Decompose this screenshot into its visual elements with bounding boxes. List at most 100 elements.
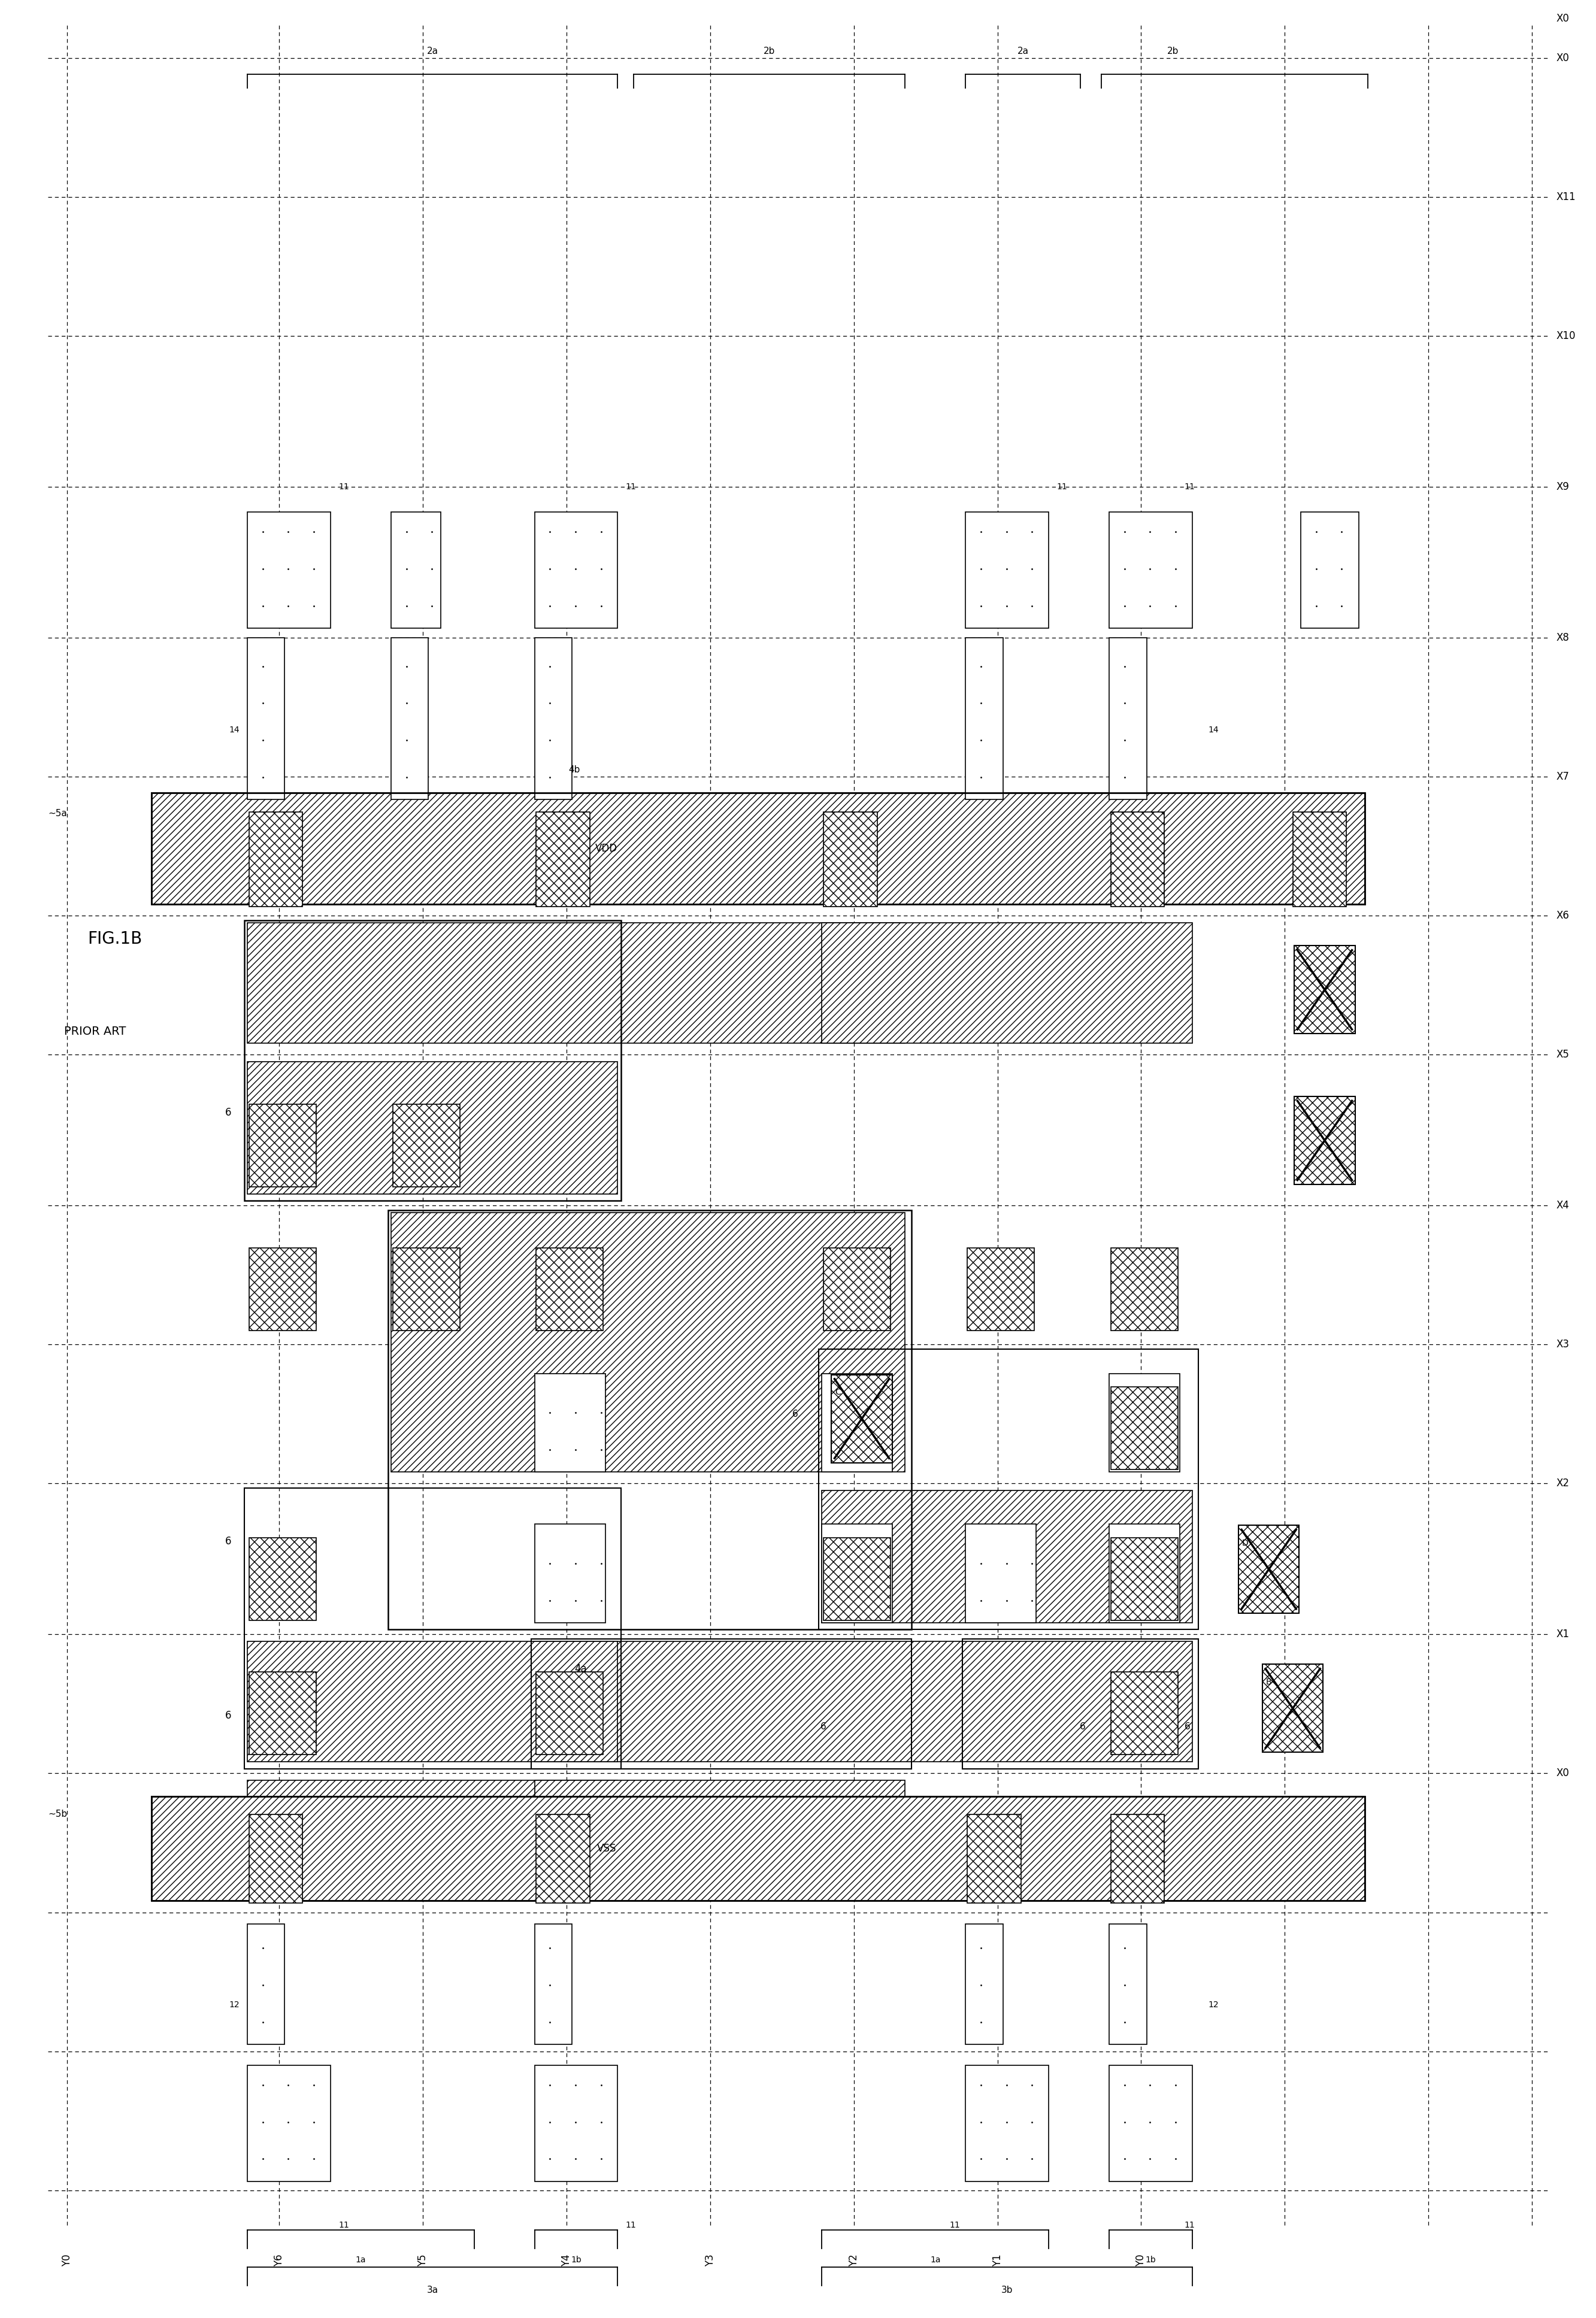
Bar [535,637,571,800]
Bar [832,1375,892,1463]
Bar [535,1924,571,2044]
Bar [962,1639,1199,1769]
Bar [535,1372,605,1472]
Text: 4b: 4b [568,765,581,774]
Bar [535,1525,605,1623]
Bar [1109,2065,1192,2181]
Bar [247,1780,618,1803]
Text: X1: X1 [1556,1630,1569,1639]
Bar [393,1247,460,1331]
Text: 14: 14 [228,726,239,735]
Bar [1109,1372,1179,1472]
Bar [536,811,591,906]
Bar [249,1815,303,1903]
Bar [822,1372,892,1472]
Text: 11: 11 [1057,482,1068,491]
Bar [249,1537,316,1620]
Bar [247,1924,284,2044]
Bar [249,1671,316,1755]
Bar [967,1247,1034,1331]
Bar [1111,1671,1178,1755]
Bar [967,1815,1021,1903]
Text: 4a: 4a [575,1664,587,1674]
Text: 12: 12 [228,2000,239,2010]
Bar [822,1525,892,1623]
Bar [391,637,428,800]
Text: 6: 6 [225,1108,231,1117]
Bar [1293,811,1347,906]
Text: Y4: Y4 [562,2253,571,2267]
Text: X8: X8 [1556,633,1569,642]
Bar [535,1780,905,1803]
Text: Y6: Y6 [275,2253,284,2267]
Text: X7: X7 [1556,772,1569,781]
Text: 3b: 3b [1001,2286,1013,2295]
Text: 2b: 2b [763,46,776,56]
Text: X11: X11 [1556,192,1575,202]
Bar [536,1671,603,1755]
Bar [247,923,905,1043]
Bar [391,512,440,628]
Bar [966,1924,1002,2044]
Bar [1238,1525,1299,1613]
Bar [822,1490,1192,1623]
Text: 12: 12 [1208,2000,1219,2010]
Text: B: B [1266,1678,1272,1685]
Bar [152,793,1365,904]
Text: 2a: 2a [426,46,439,56]
Text: 6: 6 [1079,1722,1085,1732]
Text: X9: X9 [1556,482,1569,491]
Bar [966,637,1002,800]
Text: D: D [1242,1539,1248,1546]
Bar [535,2065,618,2181]
Bar [1111,1386,1178,1470]
Text: 14: 14 [1208,726,1219,735]
Text: 11: 11 [1184,482,1195,491]
Text: 6: 6 [820,1722,827,1732]
Bar [824,1537,891,1620]
Bar [247,1641,618,1762]
Bar [1109,1924,1146,2044]
Bar [1111,1815,1165,1903]
Text: X0: X0 [1556,53,1569,63]
Bar [536,1247,603,1331]
Bar [966,1525,1036,1623]
Text: 2b: 2b [1167,46,1179,56]
Bar [966,512,1049,628]
Bar [535,512,618,628]
Bar [1294,1096,1355,1184]
Text: Y3: Y3 [705,2253,715,2267]
Bar [822,923,1192,1043]
Bar [535,1641,1192,1762]
Bar [152,1796,1365,1901]
Bar [393,1103,460,1187]
Text: VDD: VDD [595,844,618,853]
Text: ~5a: ~5a [48,809,67,818]
Bar [1111,811,1165,906]
Text: X0: X0 [1556,1769,1569,1778]
Text: 3a: 3a [426,2286,439,2295]
Text: ~5b: ~5b [48,1810,67,1817]
Bar [391,1212,905,1472]
Text: 11: 11 [338,2221,350,2230]
Bar [152,793,1365,904]
Text: X2: X2 [1556,1479,1569,1488]
Bar [531,1639,911,1769]
Text: X6: X6 [1556,911,1569,920]
Text: 6: 6 [225,1711,231,1720]
Text: 11: 11 [950,2221,961,2230]
Bar [247,1062,618,1194]
Text: Y0: Y0 [1136,2253,1146,2267]
Text: 6: 6 [1184,1722,1191,1732]
Bar [249,811,303,906]
Text: 1a: 1a [356,2255,365,2265]
Bar [536,1815,591,1903]
Text: 6: 6 [225,1537,231,1546]
Text: X4: X4 [1556,1201,1569,1210]
Bar [1109,1525,1179,1623]
Bar [824,1247,891,1331]
Bar [1111,1537,1178,1620]
Bar [1109,512,1192,628]
Bar [249,1247,316,1331]
Text: Y2: Y2 [849,2253,859,2267]
